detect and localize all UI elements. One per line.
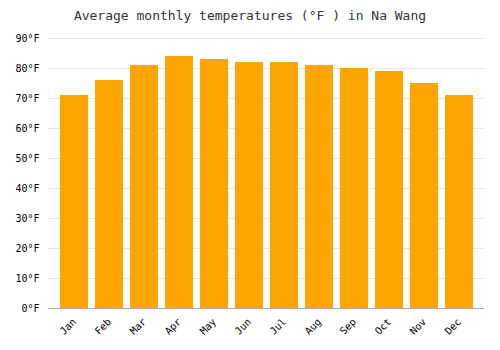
svg-text:80°F: 80°F xyxy=(15,63,39,74)
svg-text:50°F: 50°F xyxy=(15,153,39,164)
svg-text:30°F: 30°F xyxy=(15,213,39,224)
svg-text:Mar: Mar xyxy=(128,316,149,337)
svg-text:Apr: Apr xyxy=(163,316,184,337)
svg-text:0°F: 0°F xyxy=(21,303,39,314)
svg-text:Feb: Feb xyxy=(93,316,114,337)
svg-text:May: May xyxy=(198,316,219,337)
svg-text:Jul: Jul xyxy=(268,316,289,337)
svg-text:Nov: Nov xyxy=(408,316,429,337)
svg-text:Jan: Jan xyxy=(58,316,79,337)
svg-text:90°F: 90°F xyxy=(15,33,39,44)
svg-text:Sep: Sep xyxy=(338,316,359,337)
svg-text:Dec: Dec xyxy=(443,316,464,337)
svg-text:60°F: 60°F xyxy=(15,123,39,134)
svg-text:Jun: Jun xyxy=(233,316,254,337)
svg-text:Aug: Aug xyxy=(303,316,324,337)
svg-text:70°F: 70°F xyxy=(15,93,39,104)
svg-text:20°F: 20°F xyxy=(15,243,39,254)
svg-text:10°F: 10°F xyxy=(15,273,39,284)
svg-text:40°F: 40°F xyxy=(15,183,39,194)
html-text:Average monthly temperatures (: Average monthly temperatures (°F ) in Na… xyxy=(73,8,427,23)
svg-text:Oct: Oct xyxy=(373,316,394,337)
